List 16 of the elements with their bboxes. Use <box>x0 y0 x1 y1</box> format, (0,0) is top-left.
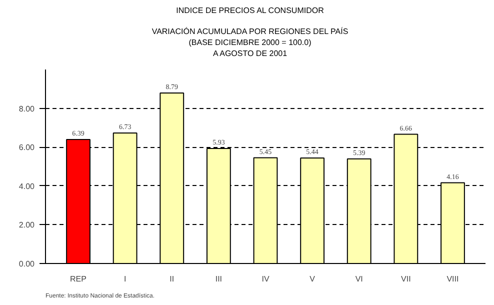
x-tick-label: V <box>310 274 316 284</box>
x-tick-label: REP <box>70 274 86 284</box>
x-tick-label: III <box>215 274 222 284</box>
y-tick-label: 6.00 <box>18 143 36 152</box>
x-tick-label: I <box>124 274 126 284</box>
y-tick-label: 2.00 <box>18 220 36 230</box>
x-tick-label: VIII <box>446 274 459 284</box>
y-tick-label: 0.00 <box>18 260 36 268</box>
x-tick-label: VII <box>401 274 411 284</box>
y-tick-label: 4.00 <box>18 182 36 191</box>
title: INDICE DE PRECIOS AL CONSUMIDOR <box>176 5 324 16</box>
x-tick-label: II <box>170 274 174 284</box>
x-tick-label: IV <box>262 274 270 284</box>
y-tick-label: 8.00 <box>18 104 36 114</box>
subtitle: VARIACIÓN ACUMULADA POR REGIONES DEL PAÍS (BASE DICIEMBRE 2000 = 100.0) A AGOSTO DE 2001 <box>152 26 348 59</box>
x-tick-label: VI <box>355 274 363 284</box>
